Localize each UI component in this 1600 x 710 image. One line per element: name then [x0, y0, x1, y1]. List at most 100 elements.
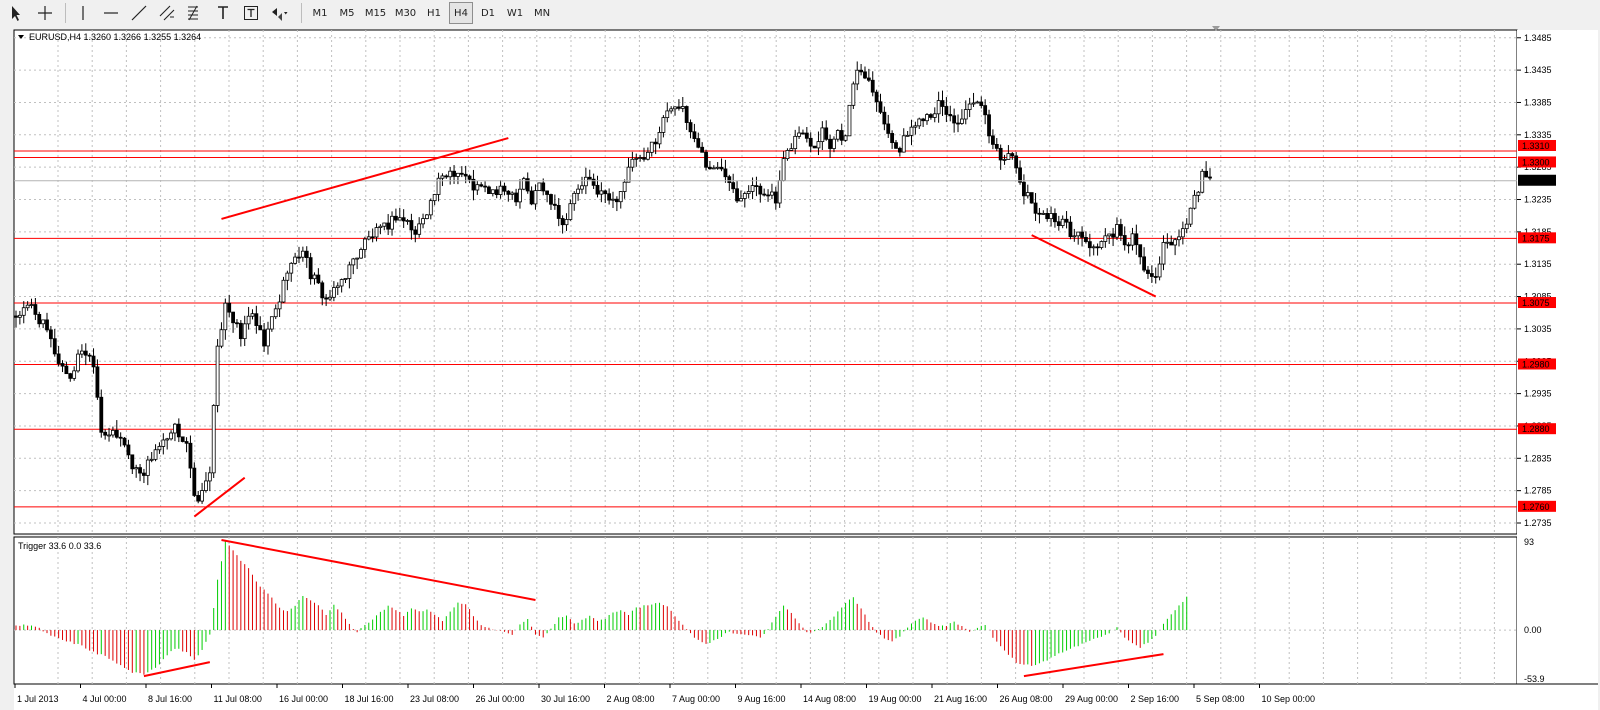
candle-up [72, 370, 77, 379]
candle-up [145, 459, 150, 476]
indicator-title: Trigger 33.6 0.0 33.6 [18, 541, 101, 551]
timeframe-mn-button[interactable]: MN [533, 7, 551, 19]
candle-up [913, 125, 918, 128]
candle-up [421, 218, 425, 225]
toolbar-separator [65, 3, 66, 23]
candle-up [638, 157, 643, 159]
timeframe-m1-button[interactable]: M1 [312, 7, 328, 19]
candle-down [719, 166, 724, 170]
indicator-tick-label: -53.9 [1524, 674, 1545, 684]
candle-up [816, 141, 821, 149]
level-price-label: 1.3075 [1522, 298, 1550, 308]
candle-up [351, 258, 356, 266]
fibonacci-icon [188, 5, 198, 21]
level-price-label: 1.2880 [1522, 424, 1550, 434]
indicator-tick-label: 0.00 [1524, 625, 1542, 635]
candle-up [490, 189, 495, 194]
candle-up [959, 118, 964, 124]
candle-down [48, 329, 53, 340]
candle-down [1014, 155, 1019, 169]
cursor-icon [12, 6, 20, 21]
candle-down [894, 142, 898, 149]
candle-up [157, 446, 162, 451]
candle-down [126, 444, 131, 456]
candle-up [1091, 246, 1096, 249]
candle-up [820, 127, 825, 143]
candle-down [1111, 233, 1115, 238]
vertical-line-icon [82, 6, 84, 20]
candle-up [583, 176, 588, 187]
candle-up [572, 192, 577, 205]
candle-up [770, 191, 774, 196]
candle-down [762, 193, 767, 196]
candle-up [173, 423, 177, 434]
candle-up [161, 439, 166, 447]
candle-down [692, 131, 697, 139]
timeframe-m30-button[interactable]: M30 [394, 7, 417, 19]
price-trendline [221, 137, 509, 220]
fibonacci-button[interactable] [184, 2, 208, 24]
candle-up [300, 250, 305, 258]
text-label-button[interactable] [240, 2, 264, 24]
candle-up [1103, 235, 1108, 242]
candle-up [645, 151, 650, 160]
price-tick-label: 1.3135 [1524, 259, 1552, 269]
cursor-button[interactable] [6, 2, 30, 24]
candle-down [653, 141, 658, 145]
crosshair-button[interactable] [34, 2, 58, 24]
candle-up [440, 175, 445, 179]
candle-down [99, 396, 104, 433]
candle-up [777, 180, 782, 204]
candle-up [1099, 241, 1104, 248]
candle-down [324, 297, 329, 300]
text-button[interactable] [212, 2, 236, 24]
candle-up [1002, 159, 1007, 161]
candle-up [510, 192, 515, 195]
vertical-line-button[interactable] [72, 2, 96, 24]
candle-down [413, 229, 418, 235]
candle-up [293, 256, 298, 264]
arrows-dropdown-button[interactable] [268, 2, 294, 24]
timeframe-d1-button[interactable]: D1 [480, 7, 496, 19]
time-tick-label: 19 Aug 00:00 [869, 694, 922, 704]
candle-up [204, 480, 208, 491]
timeframe-h1-button[interactable]: H1 [427, 7, 441, 19]
candle-down [758, 185, 763, 195]
chart-window[interactable]: 1.34851.34351.33851.33351.32851.32351.31… [0, 26, 1600, 710]
level-price-label: 1.3310 [1522, 141, 1550, 151]
horizontal-line-button[interactable] [100, 2, 124, 24]
time-tick-label: 21 Aug 16:00 [934, 694, 987, 704]
candle-down [1208, 176, 1212, 179]
candle-up [343, 278, 348, 280]
price-tick-label: 1.3485 [1524, 33, 1552, 43]
candle-down [708, 166, 712, 170]
candle-up [405, 220, 410, 222]
candle-up [219, 329, 224, 347]
level-price-tag [1518, 358, 1556, 370]
candle-up [789, 148, 794, 151]
candle-down [1142, 256, 1146, 271]
candle-down [994, 144, 999, 149]
candle-down [727, 176, 732, 184]
candle-down [83, 350, 88, 356]
equidistant-channel-button[interactable] [156, 2, 180, 24]
candle-up [328, 296, 332, 300]
candle-down [983, 105, 988, 116]
time-tick-label: 5 Sep 08:00 [1196, 694, 1245, 704]
timeframe-m5-button[interactable]: M5 [339, 7, 355, 19]
candle-up [277, 301, 282, 310]
candle-up [1006, 153, 1011, 160]
trendline-button[interactable] [128, 2, 152, 24]
candle-up [1177, 236, 1181, 241]
timeframe-h4-button[interactable]: H4 [449, 2, 473, 24]
candle-up [223, 302, 228, 331]
timeframe-w1-button[interactable]: W1 [506, 7, 524, 19]
candle-down [304, 250, 309, 259]
candle-up [21, 307, 26, 316]
candle-down [878, 101, 883, 113]
candle-down [95, 366, 100, 398]
timeframe-m15-button[interactable]: M15 [364, 7, 387, 19]
candle-up [1173, 239, 1178, 246]
price-tick-label: 1.3335 [1524, 130, 1552, 140]
price-tick-label: 1.3185 [1524, 227, 1552, 237]
